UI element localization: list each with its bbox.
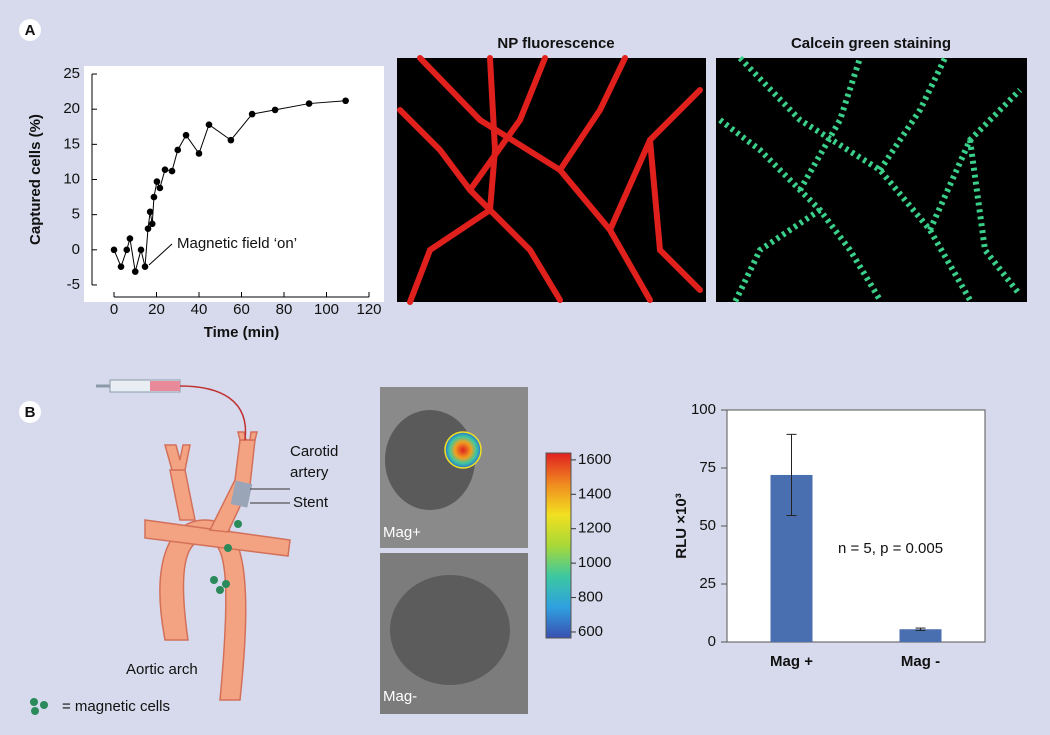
- x-tick-label: 120: [356, 301, 381, 318]
- data-point: [195, 150, 203, 157]
- colorbar: [545, 452, 572, 639]
- data-point: [305, 100, 313, 107]
- image-label: Mag+: [383, 524, 421, 541]
- x-tick-label: 20: [148, 301, 165, 318]
- y-axis-label: Captured cells (%): [27, 114, 44, 245]
- data-point: [110, 246, 118, 254]
- x-tick-label: 40: [191, 301, 208, 318]
- diagram-label: artery: [290, 464, 329, 481]
- y-tick-label: 5: [72, 206, 80, 223]
- x-tick-label: Mag +: [770, 653, 813, 670]
- y-tick-label: 100: [691, 401, 716, 418]
- data-point: [141, 263, 149, 270]
- diagram-label: Aortic arch: [126, 661, 198, 678]
- data-point: [168, 167, 176, 175]
- data-point: [227, 136, 235, 144]
- diagram-label: Carotid: [290, 443, 338, 460]
- panel-label: B: [25, 404, 36, 421]
- annotation-leader: [148, 243, 173, 266]
- data-point: [150, 193, 158, 201]
- y-tick-label: 0: [708, 633, 716, 650]
- data-point: [342, 97, 349, 105]
- data-point: [131, 268, 139, 275]
- plot-area: [726, 409, 986, 643]
- data-point: [123, 246, 131, 254]
- syringe: [96, 379, 247, 441]
- calcein-image: [716, 58, 1027, 302]
- annotation: Magnetic field ‘on’: [177, 235, 297, 252]
- data-point: [182, 131, 190, 139]
- y-tick-label: 10: [63, 170, 80, 187]
- data-point: [153, 178, 161, 185]
- data-point: [126, 235, 134, 242]
- panel-badge: [19, 19, 41, 41]
- y-tick-label: 0: [72, 241, 80, 258]
- colorbar-label: 1600: [578, 451, 611, 468]
- image-label: Mag-: [383, 688, 417, 705]
- x-tick-label: 0: [110, 301, 118, 318]
- shade: [390, 575, 510, 685]
- data-line: [113, 100, 346, 272]
- data-point: [161, 166, 169, 173]
- colorbar-label: 1400: [578, 485, 611, 502]
- y-tick-label: 20: [63, 100, 80, 117]
- data-point: [137, 246, 145, 254]
- panel-badge: [19, 401, 41, 423]
- stent: [230, 480, 253, 508]
- image-title: NP fluorescence: [497, 35, 614, 52]
- artery-diagram: [144, 431, 291, 701]
- legend-label: = magnetic cells: [62, 698, 170, 715]
- np-image: [397, 58, 706, 302]
- diagram-label: Stent: [293, 494, 329, 511]
- data-point: [144, 225, 152, 233]
- data-point: [174, 146, 182, 154]
- hotspot: [444, 431, 482, 469]
- y-tick-label: 50: [699, 517, 716, 534]
- np-fibers: [397, 55, 703, 305]
- calcein-fibers: [718, 55, 1023, 304]
- x-tick-label: 60: [233, 301, 250, 318]
- data-point: [148, 220, 156, 228]
- magnetic-cells: [30, 520, 242, 715]
- x-tick-label: 100: [314, 301, 339, 318]
- data-point: [205, 121, 213, 128]
- x-tick-label: 80: [276, 301, 293, 318]
- data-point: [117, 263, 125, 270]
- data-point: [146, 208, 154, 216]
- data-point: [271, 106, 279, 114]
- x-tick-label: Mag -: [901, 653, 940, 670]
- y-tick-label: 75: [699, 459, 716, 476]
- y-tick-label: 25: [63, 65, 80, 82]
- y-tick-label: 25: [699, 575, 716, 592]
- colorbar-label: 1000: [578, 554, 611, 571]
- image-title: Calcein green staining: [791, 35, 951, 52]
- panel-label: A: [25, 22, 36, 39]
- data-point: [156, 184, 164, 192]
- colorbar-label: 1200: [578, 520, 611, 537]
- bar: [899, 629, 942, 642]
- data-point: [248, 110, 256, 118]
- y-axis-label: RLU ×10³: [673, 493, 690, 558]
- y-tick-label: -5: [67, 276, 80, 293]
- y-tick-label: 15: [63, 135, 80, 152]
- colorbar-label: 600: [578, 623, 603, 640]
- colorbar-label: 800: [578, 589, 603, 606]
- annotation: n = 5, p = 0.005: [838, 540, 943, 557]
- x-axis-label: Time (min): [204, 324, 280, 341]
